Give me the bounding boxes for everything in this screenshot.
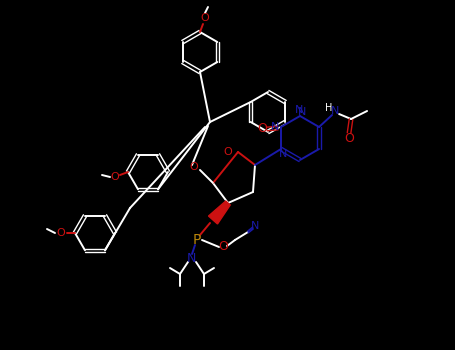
Polygon shape <box>208 201 230 224</box>
Text: H: H <box>325 103 333 113</box>
Text: N: N <box>331 106 339 116</box>
Text: O: O <box>223 147 233 157</box>
Text: P: P <box>193 233 201 247</box>
Text: O: O <box>56 228 66 238</box>
Text: N: N <box>251 221 259 231</box>
Text: N: N <box>186 252 196 265</box>
Text: O: O <box>344 133 354 146</box>
Text: N: N <box>298 107 306 117</box>
Text: O: O <box>212 208 222 220</box>
Text: O: O <box>257 122 267 135</box>
Text: N: N <box>279 149 287 159</box>
Text: N: N <box>295 105 303 115</box>
Text: O: O <box>218 239 228 252</box>
Text: N: N <box>271 122 279 132</box>
Text: O: O <box>201 13 209 23</box>
Text: O: O <box>111 172 119 182</box>
Text: O: O <box>190 162 198 172</box>
